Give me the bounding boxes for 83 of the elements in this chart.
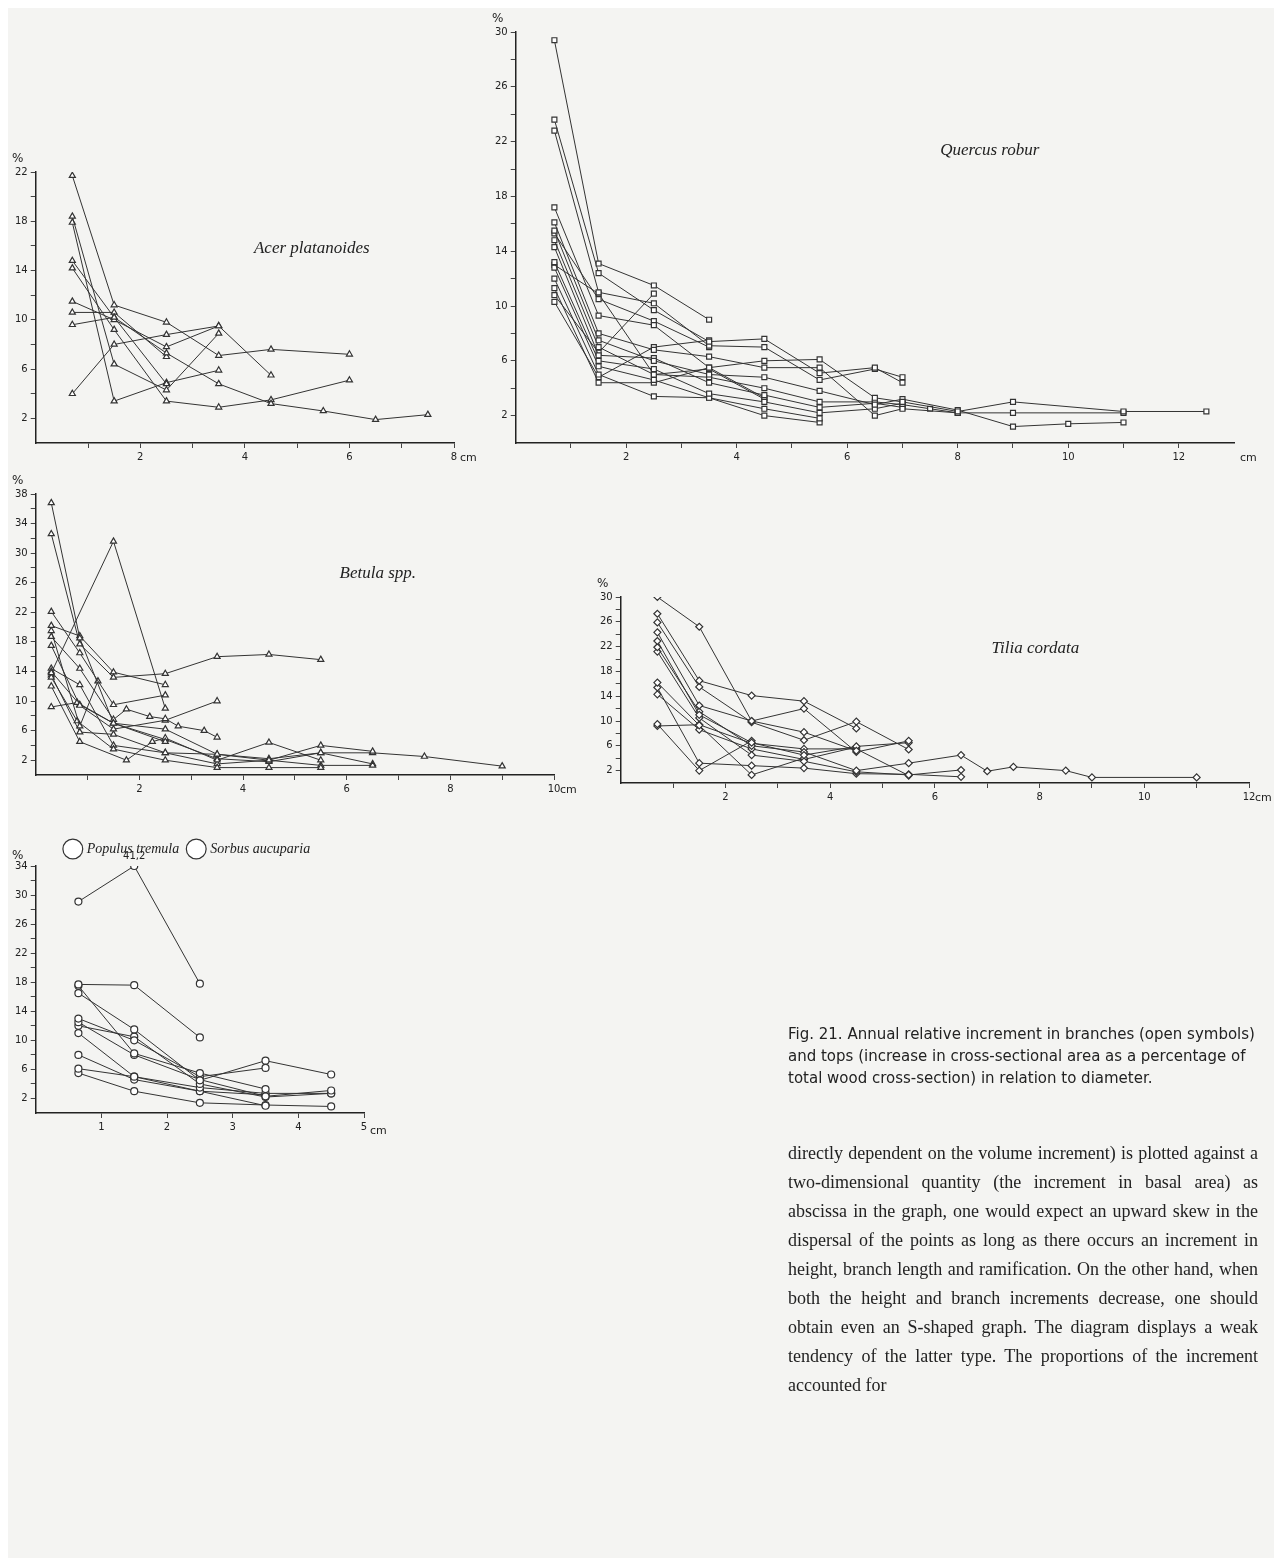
x-tick-label: 2 (722, 790, 729, 802)
y-axis-title: % (597, 576, 609, 590)
legend-label: Sorbus aucuparia (210, 840, 311, 856)
y-tick-label: 6 (606, 739, 613, 751)
y-tick-label: 6 (21, 362, 28, 374)
y-tick-label: 10 (599, 714, 613, 726)
y-tick-label: 2 (21, 753, 28, 765)
y-tick-label: 26 (494, 80, 508, 92)
y-tick-label: 6 (21, 724, 28, 736)
text: directly dependent on the volume increment) is plotted against a two-dimensional quantity (the increment in basal area) as abscissa in the graph, one would expect an upward skew in the dispersal of the points as long as there occurs an increment in height, branch length and ramification. On the other hand, when both the height and branch increments decrease, one should obtain even an S-shaped graph. The diagram displays a weak tendency of the latter type. The proportions of the increment accounted for (788, 1143, 1258, 1395)
y-tick-label: 14 (494, 244, 508, 256)
x-axis-title: cm (560, 783, 577, 796)
y-tick-label: 2 (21, 1092, 28, 1104)
y-tick-label: 34 (14, 517, 28, 529)
y-tick-label: 10 (494, 299, 508, 311)
text: Tilia cordata (991, 637, 1080, 657)
text: Quercus robur (940, 140, 1040, 160)
x-axis-title: cm (370, 1123, 387, 1137)
y-tick-label: 18 (599, 664, 613, 676)
x-tick-label: 8 (450, 450, 458, 462)
y-tick-label: 6 (501, 354, 508, 366)
y-tick-label: 18 (14, 635, 28, 647)
y-tick-label: 18 (14, 214, 28, 226)
x-tick-label: 4 (733, 450, 740, 462)
x-tick-label: 4 (826, 790, 834, 802)
y-tick-label: 34 (14, 859, 28, 871)
x-tick-label: 8 (954, 450, 961, 462)
x-axis-title: cm (1240, 451, 1257, 464)
x-tick-label: 2 (163, 1120, 171, 1132)
x-tick-label: 6 (931, 790, 939, 802)
y-tick-label: 30 (599, 590, 613, 602)
x-tick-label: 6 (343, 782, 350, 794)
y-tick-label: 38 (14, 487, 28, 499)
x-tick-label: 8 (447, 782, 454, 794)
x-axis-title: cm (1255, 791, 1272, 804)
x-tick-label: 12 (1172, 450, 1186, 462)
y-tick-label: 18 (494, 189, 508, 201)
y-axis-title: % (492, 11, 504, 25)
x-tick-label: 10 (547, 782, 561, 794)
y-tick-label: 22 (494, 135, 508, 147)
y-tick-label: 2 (501, 409, 508, 421)
y-tick-label: 30 (14, 546, 28, 558)
y-tick-label: 6 (21, 1063, 28, 1075)
x-tick-label: 8 (1036, 790, 1043, 802)
y-tick-label: 14 (14, 264, 28, 276)
x-tick-label: 3 (229, 1120, 236, 1132)
y-tick-label: 30 (494, 25, 508, 37)
x-axis-title: cm (460, 451, 477, 464)
x-tick-label: 1 (98, 1120, 105, 1132)
y-tick-label: 22 (14, 605, 28, 617)
x-tick-label: 4 (239, 782, 247, 794)
text: Acer platanoides (252, 238, 371, 258)
y-tick-label: 10 (14, 313, 28, 325)
y-tick-label: 14 (14, 1004, 28, 1016)
y-axis-title: % (12, 473, 24, 487)
y-tick-label: 2 (606, 764, 613, 776)
y-tick-label: 22 (14, 946, 28, 958)
x-tick-label: 2 (623, 450, 630, 462)
y-axis-title: % (12, 151, 24, 165)
y-tick-label: 26 (599, 615, 613, 627)
y-tick-label: 26 (14, 917, 28, 929)
caption: Fig. 21. Annual relative increment in branches (open symbols) and tops (increase in cross-sectional area as a percentage of total wood cross-section) in relation to diameter. (788, 1024, 1256, 1089)
x-tick-label: 2 (136, 782, 143, 794)
y-tick-label: 14 (599, 689, 613, 701)
y-tick-label: 10 (14, 694, 28, 706)
x-tick-label: 2 (137, 450, 144, 462)
y-tick-label: 26 (14, 576, 28, 588)
x-tick-label: 6 (844, 450, 851, 462)
y-tick-label: 18 (14, 975, 28, 987)
y-tick-label: 14 (14, 665, 28, 677)
x-tick-label: 10 (1137, 790, 1151, 802)
x-tick-label: 12 (1242, 790, 1256, 802)
x-tick-label: 5 (360, 1120, 368, 1132)
y-tick-label: 30 (14, 888, 28, 900)
y-tick-label: 22 (599, 640, 613, 652)
x-tick-label: 4 (295, 1120, 302, 1132)
x-tick-label: 4 (241, 450, 249, 462)
y-tick-label: 10 (14, 1033, 28, 1045)
x-tick-label: 6 (346, 450, 353, 462)
y-tick-label: 2 (21, 411, 28, 423)
text: Betula spp. (339, 563, 417, 583)
y-tick-label: 22 (14, 165, 28, 177)
x-tick-label: 10 (1061, 450, 1075, 462)
